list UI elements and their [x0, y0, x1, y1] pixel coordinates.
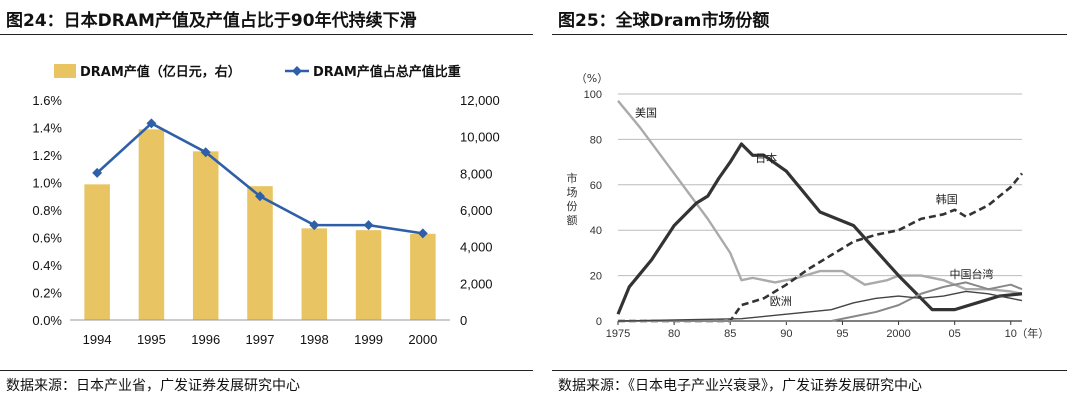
- series-label-美国: 美国: [635, 107, 657, 120]
- series-line-欧洲: [617, 290, 1023, 322]
- share-point-1997: [255, 191, 265, 202]
- bar-1995: [138, 129, 165, 320]
- y-tick-label: 40: [590, 225, 602, 237]
- legend-marker-line: [292, 66, 302, 76]
- series-label-欧洲: 欧洲: [770, 295, 792, 308]
- share-point-2000: [417, 228, 428, 239]
- y-unit-label: （%）: [576, 72, 608, 85]
- share-point-1995: [146, 118, 157, 129]
- bar-1997: [247, 186, 273, 320]
- legend-label-bars: DRAM产值（亿日元，右）: [80, 64, 241, 80]
- legend-swatch-bars: [54, 64, 76, 78]
- share-point-1996: [200, 147, 211, 158]
- dram-market-share-chart: 0 20 40 60 80 100 （%） 市场份额 1975 80 85 90 95 2000 05 10 （…: [567, 72, 1050, 340]
- x-tick-label: 90: [780, 328, 792, 340]
- right-title-rule: [552, 34, 1067, 35]
- y-left-tick-label: 1.6%: [32, 93, 62, 108]
- chart-legend: DRAM产值（亿日元，右） DRAM产值占总产值比重: [54, 64, 461, 80]
- left-figure-panel: 图24：日本DRAM产值及产值占比于90年代持续下滑 DRAM产值（亿日元，右）…: [0, 0, 533, 406]
- x-tick-label: 10: [1005, 328, 1017, 340]
- y-right-tick-label: 4,000: [460, 240, 493, 255]
- dram-output-chart: DRAM产值（亿日元，右） DRAM产值占总产值比重 0.0% 0.2% 0.4% 0.6…: [32, 64, 500, 347]
- left-figure-title: 图24：日本DRAM产值及产值占比于90年代持续下滑: [6, 11, 417, 31]
- bar-2000: [410, 233, 436, 320]
- y-left-tick-label: 0.4%: [32, 258, 62, 273]
- series-line-美国: [617, 100, 1023, 295]
- series-label-韩国: 韩国: [936, 192, 958, 206]
- share-point-1999: [363, 220, 374, 231]
- series-line-中国台湾: [618, 281, 1023, 322]
- y-left-tick-label: 0.2%: [32, 286, 62, 301]
- y-tick-label: 20: [590, 271, 602, 283]
- y-right-tick-label: 2,000: [460, 276, 493, 291]
- left-title-rule: [0, 34, 533, 35]
- y-left-tick-label: 0.0%: [32, 313, 62, 328]
- x-tick-label: 85: [724, 328, 736, 340]
- x-tick-label: 1996: [191, 332, 220, 347]
- y-left-tick-label: 0.8%: [32, 203, 62, 218]
- series-label-中国台湾: 中国台湾: [950, 267, 994, 281]
- x-tick-label: 05: [949, 328, 961, 340]
- y-left-tick-label: 1.0%: [32, 176, 62, 191]
- y-axis-title: 市场份额: [567, 171, 578, 227]
- right-figure-title: 图25：全球Dram市场份额: [558, 11, 770, 31]
- y-right-tick-label: 6,000: [460, 203, 493, 218]
- series-line-韩国: [618, 172, 1024, 323]
- y-tick-label: 60: [590, 180, 602, 192]
- series-label-日本: 日本: [755, 151, 777, 165]
- share-point-1998: [309, 220, 320, 231]
- y-tick-label: 80: [590, 134, 602, 146]
- x-tick-label: 1975: [606, 328, 630, 340]
- legend-label-line: DRAM产值占总产值比重: [313, 64, 461, 80]
- x-tick-label: 1995: [137, 332, 166, 347]
- left-source-rule: [0, 370, 533, 371]
- bar-1998: [301, 228, 328, 320]
- y-tick-label: 0: [596, 316, 602, 328]
- y-right-tick-label: 12,000: [460, 93, 500, 108]
- x-tick-label: 2000: [886, 328, 910, 340]
- y-right-tick-label: 8,000: [460, 166, 493, 181]
- y-left-tick-label: 1.4%: [32, 121, 62, 136]
- y-tick-label: 100: [584, 89, 602, 101]
- right-source-rule: [552, 370, 1067, 371]
- x-tick-label: 1994: [83, 332, 112, 347]
- bar-1996: [192, 151, 219, 320]
- bar-1999: [355, 230, 382, 320]
- y-left-tick-label: 1.2%: [32, 148, 62, 163]
- share-point-1994: [92, 167, 103, 178]
- left-source-note: 数据来源：日本产业省，广发证券发展研究中心: [6, 378, 300, 394]
- series-line-日本: [616, 142, 1023, 315]
- y-left-tick-label: 0.6%: [32, 231, 62, 246]
- x-tick-label: 95: [836, 328, 848, 340]
- x-tick-label: 2000: [408, 332, 437, 347]
- x-tick-label: 1999: [354, 332, 383, 347]
- x-tick-label: 1997: [246, 332, 275, 347]
- y-right-tick-label: 10,000: [460, 130, 500, 145]
- x-tick-label: 1998: [300, 332, 329, 347]
- bar-1994: [84, 184, 110, 320]
- right-source-note: 数据来源：《日本电子产业兴衰录》，广发证券发展研究中心: [558, 378, 922, 394]
- x-unit-label: （年）: [1016, 326, 1049, 340]
- y-right-tick-label: 0: [460, 313, 467, 328]
- x-tick-label: 80: [668, 328, 680, 340]
- right-figure-panel: 图25：全球Dram市场份额 0 20 40 60 80 100 （%） 市场份额 1975 80…: [552, 0, 1067, 406]
